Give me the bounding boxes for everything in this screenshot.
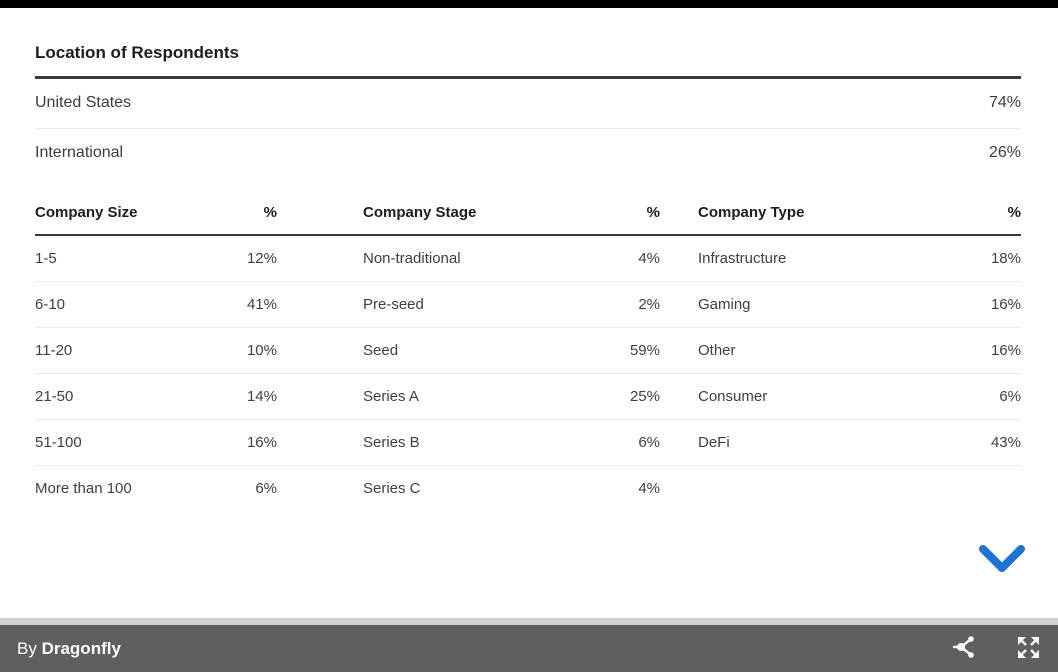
location-row: International 26% [35,129,1021,178]
company-type-header-cell: Company Type % [698,191,1021,234]
company-type-cell-empty [698,466,1021,511]
location-percent: 74% [988,94,1021,111]
attribution-prefix: By [17,638,37,658]
row-percent: 4% [638,479,660,497]
row-percent: 6% [255,479,277,497]
table-row: 1-5 12% Non-traditional 4% Infrastructur… [35,236,1021,282]
company-size-cell: 21-50 14% [35,374,277,419]
chevron-down-icon [977,545,1027,578]
table-row: More than 100 6% Series C 4% [35,466,1021,511]
column-header: Company Stage [363,203,477,221]
row-label: 51-100 [35,433,82,451]
expand-more-button[interactable] [977,543,1027,575]
row-label: 11-20 [35,341,73,359]
row-percent: 41% [246,295,277,313]
row-label: DeFi [698,433,730,451]
company-size-cell: 6-10 41% [35,282,277,327]
row-label: Non-traditional [363,249,461,267]
row-percent: 6% [638,433,660,451]
row-label: Pre-seed [363,295,424,313]
row-label: Other [698,341,736,359]
table-row: 51-100 16% Series B 6% DeFi 43% [35,420,1021,466]
footer-icons [951,636,1058,662]
company-stage-cell: Series A 25% [363,374,660,419]
row-label: Seed [363,341,399,359]
company-stage-cell: Pre-seed 2% [363,282,660,327]
company-stage-cell: Non-traditional 4% [363,236,660,281]
top-bar [0,0,1058,8]
row-percent: 16% [990,295,1021,313]
location-percent: 26% [988,144,1021,161]
footer-separator [0,618,1058,625]
row-percent: 14% [246,387,277,405]
row-label: Gaming [698,295,751,313]
company-type-cell: DeFi 43% [698,420,1021,465]
fullscreen-button[interactable] [1015,636,1041,662]
row-percent: 2% [638,295,660,313]
table-row: 21-50 14% Series A 25% Consumer 6% [35,374,1021,420]
row-label: 1-5 [35,249,57,267]
title-rule [35,76,1021,79]
company-type-cell: Other 16% [698,328,1021,373]
location-label: United States [35,94,132,111]
percent-header: % [646,203,660,221]
brand-name: Dragonfly [41,638,121,658]
company-type-cell: Consumer 6% [698,374,1021,419]
footer-bar: By Dragonfly [0,625,1058,672]
table-row: 11-20 10% Seed 59% Other 16% [35,328,1021,374]
table-header-row: Company Size % Company Stage % Company T… [35,191,1021,236]
table-row: 6-10 41% Pre-seed 2% Gaming 16% [35,282,1021,328]
row-percent: 43% [990,433,1021,451]
row-label: Series A [363,387,419,405]
row-label: More than 100 [35,479,132,497]
row-percent: 18% [990,249,1021,267]
attribution: By Dragonfly [0,639,121,659]
company-stage-cell: Seed 59% [363,328,660,373]
row-percent: 4% [638,249,660,267]
location-label: International [35,144,124,161]
row-percent: 59% [629,341,660,359]
column-header: Company Size [35,203,138,221]
company-size-cell: 51-100 16% [35,420,277,465]
share-icon [951,634,977,663]
company-type-cell: Infrastructure 18% [698,236,1021,281]
row-percent: 10% [246,341,277,359]
column-header: Company Type [698,203,805,221]
row-label: Series B [363,433,420,451]
company-size-cell: More than 100 6% [35,466,277,511]
company-stage-cell: Series C 4% [363,466,660,511]
row-percent: 16% [246,433,277,451]
row-label: Infrastructure [698,249,787,267]
company-type-cell: Gaming 16% [698,282,1021,327]
company-stage-cell: Series B 6% [363,420,660,465]
page-title: Location of Respondents [35,43,239,62]
fullscreen-icon [1016,635,1041,663]
row-label: Series C [363,479,421,497]
company-stage-header-cell: Company Stage % [363,191,660,234]
company-size-cell: 1-5 12% [35,236,277,281]
row-label: 6-10 [35,295,66,313]
row-percent: 25% [629,387,660,405]
share-button[interactable] [951,636,977,662]
row-percent: 6% [999,387,1021,405]
company-size-cell: 11-20 10% [35,328,277,373]
location-row: United States 74% [35,79,1021,129]
percent-header: % [263,203,277,221]
row-label: Consumer [698,387,768,405]
row-percent: 12% [246,249,277,267]
company-size-header-cell: Company Size % [35,191,277,234]
row-percent: 16% [990,341,1021,359]
row-label: 21-50 [35,387,74,405]
percent-header: % [1007,203,1021,221]
content-area: Location of Respondents United States 74… [35,8,1021,511]
